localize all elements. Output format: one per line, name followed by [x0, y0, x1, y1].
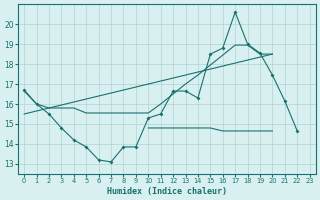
X-axis label: Humidex (Indice chaleur): Humidex (Indice chaleur) — [107, 187, 227, 196]
